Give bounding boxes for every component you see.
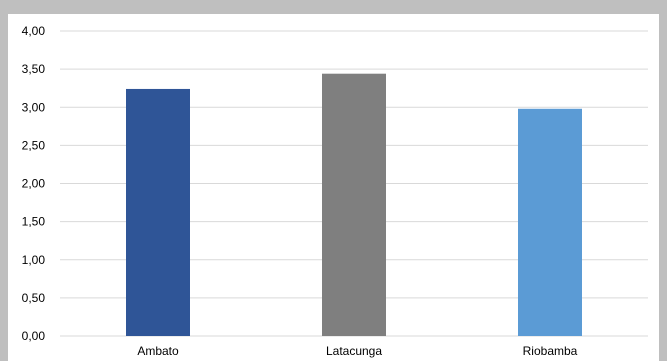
chart-frame-left-border xyxy=(0,0,8,361)
bars xyxy=(126,73,582,337)
x-tick-label-ambato: Ambato xyxy=(137,344,179,358)
x-tick-label-riobamba: Riobamba xyxy=(523,344,578,358)
y-tick-label: 0,00 xyxy=(22,329,46,343)
y-tick-label: 3,50 xyxy=(22,62,46,76)
y-tick-label: 1,00 xyxy=(22,253,46,267)
chart-frame-top-border xyxy=(0,0,667,14)
bar-riobamba xyxy=(518,108,582,337)
y-axis-tick-labels: 0,00 0,50 1,00 1,50 2,00 2,50 3,00 3,50 4,00 xyxy=(22,24,46,343)
x-axis-tick-labels: Ambato Latacunga Riobamba xyxy=(137,344,577,358)
y-tick-label: 2,50 xyxy=(22,138,46,152)
x-tick-label-latacunga: Latacunga xyxy=(326,344,382,358)
y-tick-label: 4,00 xyxy=(22,24,46,38)
y-tick-label: 1,50 xyxy=(22,215,46,229)
y-tick-label: 2,00 xyxy=(22,177,46,191)
bar-latacunga xyxy=(322,73,386,336)
y-tick-label: 0,50 xyxy=(22,291,46,305)
y-tick-label: 3,00 xyxy=(22,100,46,114)
bar-ambato xyxy=(126,88,190,336)
chart-frame-right-border xyxy=(659,0,667,361)
